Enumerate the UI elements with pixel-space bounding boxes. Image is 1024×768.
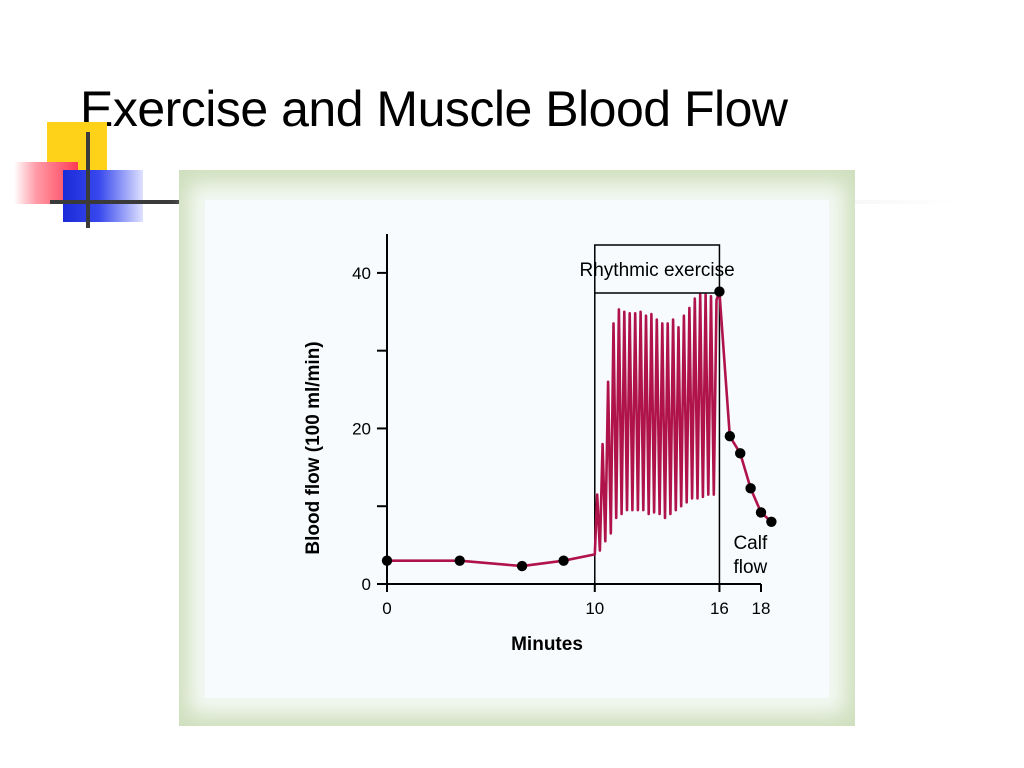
y-tick-label: 0 [362,575,371,594]
series-layer [387,290,773,568]
blood-flow-line [387,290,773,568]
calf-flow-label-line: Calf [733,533,768,554]
y-tick-label: 40 [352,264,371,283]
x-axis-title: Minutes [511,634,583,655]
figure-panel: 0 20 40 0 10 16 18 Minutes Blood flow (100 ml/… [205,200,829,698]
blue-square [63,170,143,222]
blood-flow-chart: 0 20 40 0 10 16 18 Minutes Blood flow (100 ml/… [303,234,777,655]
exercise-box: Rhythmic exercise [580,244,735,294]
data-point [724,431,736,442]
data-point [755,507,767,518]
slide-title: Exercise and Muscle Blood Flow [80,81,788,137]
x-tick-label: 16 [710,599,729,618]
data-point [735,448,746,459]
data-point [454,555,465,566]
x-tick-label: 18 [752,599,771,618]
exercise-label: Rhythmic exercise [580,260,735,281]
x-tick-label: 10 [585,599,604,618]
y-axis-title: Blood flow (100 ml/min) [303,341,324,554]
data-point [516,560,528,572]
decorative-vertical-line [86,132,90,228]
calf-flow-label-line: flow [733,557,767,578]
x-tick-label: 0 [382,599,391,618]
axes-layer: 0 20 40 0 10 16 18 [352,234,770,618]
calf-flow-label: Calf flow [733,533,768,578]
figure-frame: 0 20 40 0 10 16 18 Minutes Blood flow (100 ml/… [179,170,855,726]
decorative-horizontal-line [50,200,180,204]
exercise-label-box [594,244,721,294]
data-point [745,483,756,494]
data-point [381,555,393,566]
data-point [766,516,777,527]
y-tick-label: 20 [352,419,371,438]
data-point [558,555,569,566]
